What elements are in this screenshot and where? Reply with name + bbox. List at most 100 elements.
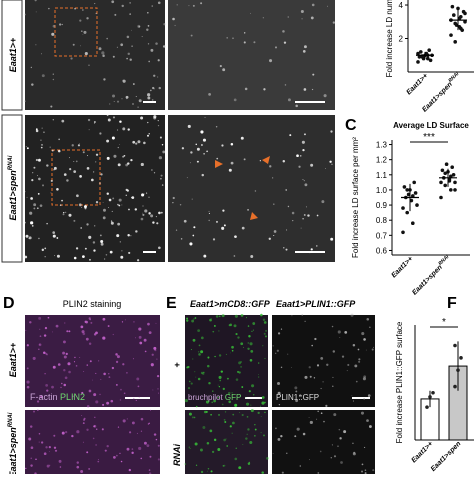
speckle bbox=[302, 178, 304, 180]
speckle bbox=[155, 42, 158, 45]
speckle bbox=[141, 193, 145, 197]
speckle bbox=[38, 433, 41, 435]
speckle bbox=[122, 79, 125, 82]
speckle bbox=[309, 375, 312, 378]
speckle bbox=[123, 392, 126, 395]
speckle bbox=[196, 147, 200, 151]
speckle bbox=[300, 10, 304, 14]
speckle bbox=[44, 326, 48, 330]
speckle bbox=[263, 434, 265, 437]
speckle bbox=[98, 47, 102, 51]
speckle bbox=[344, 331, 348, 334]
speckle bbox=[91, 178, 94, 182]
speckle bbox=[157, 388, 159, 390]
speckle bbox=[88, 235, 92, 239]
speckle bbox=[129, 2, 131, 4]
speckle bbox=[317, 472, 320, 474]
speckle bbox=[84, 52, 88, 56]
speckle bbox=[301, 314, 303, 316]
speckle bbox=[80, 325, 84, 329]
speckle bbox=[157, 1, 161, 5]
speckle bbox=[33, 410, 35, 413]
speckle bbox=[326, 5, 328, 7]
data-point bbox=[416, 51, 420, 56]
speckle bbox=[73, 219, 76, 222]
speckle bbox=[195, 405, 198, 408]
speckle bbox=[172, 17, 175, 21]
data-point bbox=[411, 221, 415, 226]
speckle bbox=[100, 240, 104, 244]
speckle bbox=[308, 366, 311, 369]
speckle bbox=[80, 470, 84, 473]
zoom-box bbox=[54, 7, 98, 57]
speckle bbox=[248, 461, 251, 464]
speckle bbox=[149, 455, 152, 458]
micrograph bbox=[25, 410, 160, 474]
speckle bbox=[280, 328, 283, 330]
speckle bbox=[286, 452, 288, 454]
speckle bbox=[320, 412, 323, 415]
speckle bbox=[227, 391, 231, 395]
speckle bbox=[363, 338, 366, 341]
speckle bbox=[239, 466, 241, 469]
speckle bbox=[361, 332, 365, 336]
speckle bbox=[264, 358, 266, 360]
speckle bbox=[101, 51, 105, 55]
speckle bbox=[120, 460, 123, 463]
speckle bbox=[277, 437, 281, 441]
micrographs bbox=[24, 0, 375, 475]
speckle bbox=[88, 467, 91, 470]
speckle bbox=[225, 438, 227, 440]
speckle bbox=[126, 57, 128, 60]
speckle bbox=[29, 425, 33, 428]
speckle bbox=[79, 19, 82, 22]
speckle bbox=[229, 425, 232, 428]
data-point bbox=[451, 173, 456, 177]
speckle bbox=[231, 349, 234, 352]
speckle bbox=[339, 437, 342, 440]
speckle bbox=[58, 23, 62, 26]
speckle bbox=[88, 64, 90, 66]
speckle bbox=[206, 441, 210, 445]
speckle bbox=[362, 377, 366, 381]
speckle bbox=[81, 206, 83, 208]
speckle bbox=[160, 174, 163, 177]
speckle bbox=[120, 43, 124, 47]
speckle bbox=[122, 155, 125, 158]
speckle bbox=[121, 4, 124, 8]
data-point bbox=[459, 356, 463, 360]
speckle bbox=[41, 127, 43, 129]
row-label: Eaat1>spenRNAi bbox=[8, 155, 18, 220]
data-point bbox=[439, 195, 443, 200]
speckle bbox=[132, 83, 135, 85]
speckle bbox=[338, 428, 341, 431]
speckle bbox=[79, 174, 82, 178]
speckle bbox=[86, 451, 89, 454]
micrograph bbox=[185, 315, 268, 407]
speckle bbox=[258, 373, 260, 375]
speckle bbox=[114, 13, 117, 16]
speckle bbox=[187, 124, 191, 129]
speckle bbox=[28, 236, 32, 240]
speckle bbox=[43, 334, 47, 337]
speckle bbox=[65, 211, 67, 213]
label-box bbox=[1, 114, 23, 263]
speckle bbox=[116, 355, 120, 359]
speckle bbox=[24, 221, 26, 224]
speckle bbox=[69, 168, 72, 171]
speckle bbox=[200, 371, 204, 375]
speckle bbox=[263, 332, 266, 335]
speckle bbox=[301, 140, 305, 144]
speckle bbox=[240, 342, 244, 346]
speckle bbox=[194, 442, 198, 446]
speckle bbox=[111, 210, 113, 212]
data-point bbox=[453, 188, 457, 192]
speckle bbox=[250, 12, 252, 14]
data-point bbox=[443, 171, 448, 176]
speckle bbox=[273, 203, 275, 205]
speckle bbox=[340, 461, 343, 464]
x-tick-label: Eaat1>spenRNAi bbox=[410, 254, 453, 297]
speckle bbox=[110, 221, 114, 225]
speckle bbox=[339, 337, 341, 339]
speckle bbox=[320, 356, 324, 360]
